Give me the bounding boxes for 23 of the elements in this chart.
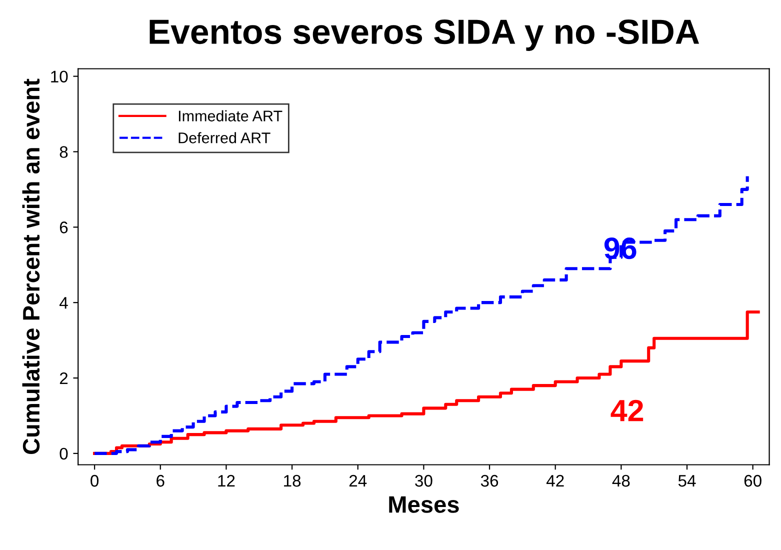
x-tick-label: 42 — [546, 474, 564, 487]
y-tick-label: 8 — [60, 146, 68, 158]
y-tick-label: 0 — [60, 448, 68, 460]
y-tick-label: 10 — [51, 70, 68, 82]
x-tick-label: 12 — [218, 474, 235, 487]
x-tick-label: 24 — [349, 474, 367, 487]
x-tick-label: 6 — [156, 474, 164, 487]
x-axis-title: Meses — [389, 496, 459, 513]
chart-title: Eventos severos SIDA y no -SIDA — [150, 20, 700, 51]
x-tick-label: 30 — [415, 474, 432, 487]
annotation: 42 — [610, 400, 644, 422]
y-axis-title: Cumulative Percent with an event — [22, 78, 40, 454]
legend-label: Deferred ART — [178, 132, 270, 144]
y-tick-label: 4 — [59, 297, 68, 309]
x-tick-label: 18 — [284, 474, 301, 487]
x-tick-label: 60 — [744, 474, 762, 487]
x-tick-label: 54 — [678, 475, 696, 487]
x-tick-label: 0 — [90, 474, 99, 487]
y-tick-label: 6 — [60, 222, 68, 234]
legend-label: Immediate ART — [178, 110, 282, 122]
x-tick-label: 36 — [480, 474, 498, 487]
y-tick-label: 2 — [60, 372, 68, 384]
x-tick-label: 48 — [612, 474, 630, 487]
